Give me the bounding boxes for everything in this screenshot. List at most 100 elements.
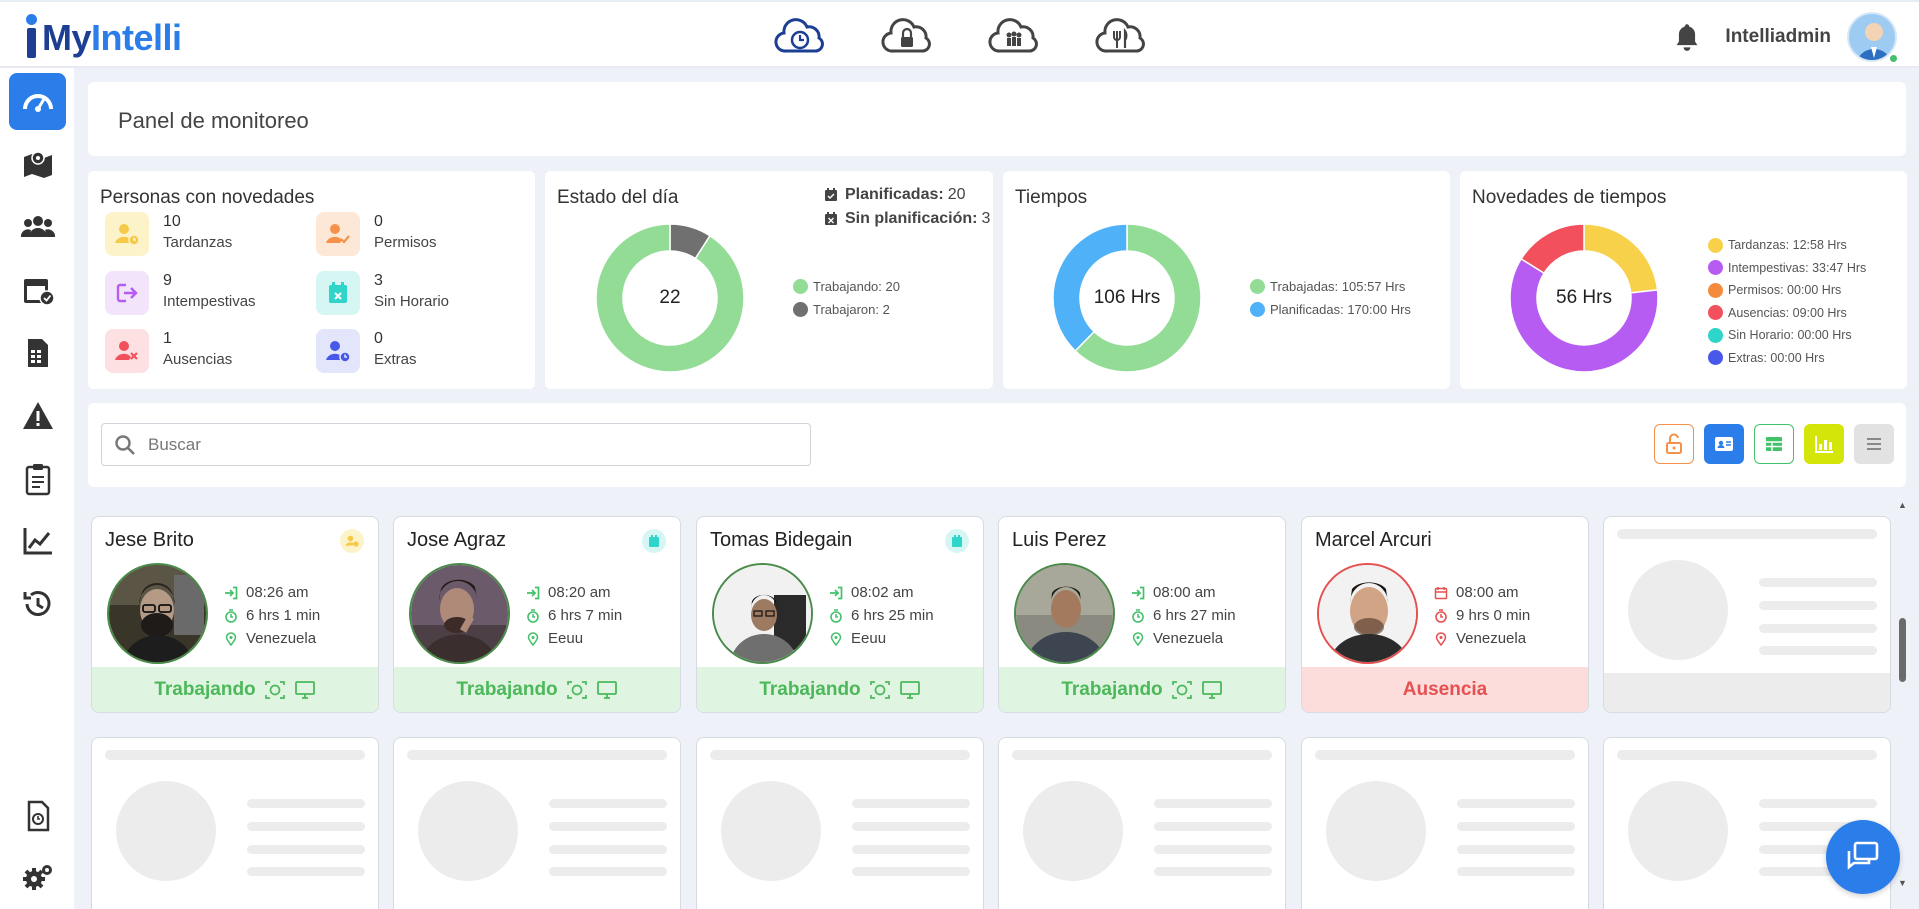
employee-details: 08:00 am 9 hrs 0 min Venezuela bbox=[1434, 581, 1530, 650]
estado-slice-1[interactable] bbox=[595, 223, 745, 373]
sidebar-item-documents[interactable] bbox=[9, 787, 66, 844]
sidebar-item-tasks[interactable] bbox=[9, 450, 66, 507]
sidebar-item-schedule[interactable] bbox=[9, 261, 66, 318]
sidebar-item-analytics[interactable] bbox=[9, 512, 66, 569]
chat-button[interactable] bbox=[1826, 820, 1900, 894]
estado-legend: Trabajando: 20 Trabajaron: 2 bbox=[793, 275, 900, 321]
search-panel bbox=[88, 403, 1906, 487]
novedades-slice-1[interactable] bbox=[1509, 257, 1659, 373]
duration-row: 6 hrs 7 min bbox=[526, 604, 622, 627]
unlock-button[interactable] bbox=[1654, 424, 1694, 464]
checkin-row: 08:20 am bbox=[526, 581, 622, 604]
legend-item: Sin Horario: 00:00 Hrs bbox=[1708, 324, 1866, 347]
estado-dia-card: Estado del día Planificadas: 20 Sin plani… bbox=[545, 171, 993, 389]
user-area: Intelliadmin bbox=[1673, 12, 1897, 62]
sidebar-item-users[interactable] bbox=[9, 198, 66, 255]
novedades-legend: Tardanzas: 12:58 Hrs Intempestivas: 33:4… bbox=[1708, 234, 1866, 369]
tiempos-slice-0[interactable] bbox=[1074, 223, 1202, 373]
loading-card-placeholder bbox=[998, 737, 1286, 909]
tiempos-card: Tiempos 106 Hrs Trabajadas: 105:57 Hrs P… bbox=[1003, 171, 1450, 389]
search-input[interactable] bbox=[148, 434, 788, 455]
sidebar-item-alerts[interactable] bbox=[9, 387, 66, 444]
novedad-count: 1 bbox=[163, 330, 172, 347]
checkin-row: 08:00 am bbox=[1131, 581, 1236, 604]
sidebar-item-dashboard[interactable] bbox=[9, 73, 66, 130]
legend-item: Tardanzas: 12:58 Hrs bbox=[1708, 234, 1866, 257]
bell-icon[interactable] bbox=[1673, 22, 1701, 52]
cloud-meal-icon[interactable] bbox=[1095, 18, 1147, 56]
legend-item: Extras: 00:00 Hrs bbox=[1708, 347, 1866, 370]
monitor-icon bbox=[294, 680, 315, 699]
app-logo[interactable]: MyIntelli bbox=[24, 12, 182, 58]
monitor-icon bbox=[899, 680, 920, 699]
employee-name: Tomas Bidegain bbox=[710, 529, 853, 551]
table-view-button[interactable] bbox=[1754, 424, 1794, 464]
cloud-clock-icon[interactable] bbox=[774, 18, 826, 56]
scroll-up-arrow-icon[interactable]: ▲ bbox=[1898, 500, 1907, 510]
novedades-slice-3[interactable] bbox=[1520, 223, 1585, 275]
duration-row: 6 hrs 27 min bbox=[1131, 604, 1236, 627]
top-bar: MyIntelli Intelliadmin bbox=[0, 0, 1919, 66]
user-clock-icon bbox=[345, 535, 359, 547]
duration-row: 6 hrs 25 min bbox=[829, 604, 934, 627]
novedad-tardanzas[interactable]: 10 Tardanzas bbox=[105, 212, 232, 256]
tiempos-slice-1[interactable] bbox=[1052, 223, 1128, 352]
novedad-sin-horario[interactable]: 3 Sin Horario bbox=[316, 271, 449, 315]
list-view-button[interactable] bbox=[1854, 424, 1894, 464]
employee-card[interactable]: Luis Perez 08:00 am 6 hrs 27 min Venezue… bbox=[998, 516, 1286, 713]
loading-card-placeholder bbox=[1603, 516, 1891, 713]
card-view-button[interactable] bbox=[1704, 424, 1744, 464]
legend-item: Trabajaron: 2 bbox=[793, 298, 900, 321]
sidebar-item-reports[interactable] bbox=[9, 324, 66, 381]
duration-row: 9 hrs 0 min bbox=[1434, 604, 1530, 627]
sidebar-item-map[interactable] bbox=[9, 135, 66, 192]
sidebar-item-settings[interactable] bbox=[9, 848, 66, 905]
plan-info: Planificadas: 20 Sin planificación: 3 bbox=[824, 183, 990, 231]
sign-in-icon bbox=[1132, 586, 1145, 599]
search-icon bbox=[115, 434, 135, 455]
personas-novedades-card: Personas con novedades 10 Tardanzas 0 Perm… bbox=[88, 171, 535, 389]
stopwatch-icon bbox=[1435, 608, 1447, 623]
novedad-count: 0 bbox=[374, 213, 383, 230]
loading-card-placeholder bbox=[91, 737, 379, 909]
novedad-extras[interactable]: 0 Extras bbox=[316, 329, 417, 373]
legend-item: Ausencias: 09:00 Hrs bbox=[1708, 302, 1866, 325]
legend-item: Permisos: 00:00 Hrs bbox=[1708, 279, 1866, 302]
sign-in-icon bbox=[527, 586, 540, 599]
novedad-permisos[interactable]: 0 Permisos bbox=[316, 212, 437, 256]
employee-card[interactable]: Tomas Bidegain 08:02 am 6 hrs 25 min Eeu… bbox=[696, 516, 984, 713]
schedule-badge bbox=[945, 529, 969, 553]
schedule-row: 08:00 am bbox=[1434, 581, 1530, 604]
search-box[interactable] bbox=[101, 423, 811, 466]
loading-card-placeholder bbox=[393, 737, 681, 909]
novedad-intempestivas[interactable]: 9 Intempestivas bbox=[105, 271, 256, 315]
scrollbar[interactable]: ▲ ▼ bbox=[1896, 500, 1908, 899]
employee-details: 08:02 am 6 hrs 25 min Eeuu bbox=[829, 581, 934, 650]
face-scan-icon bbox=[264, 680, 285, 699]
legend-item: Planificadas: 170:00 Hrs bbox=[1250, 298, 1411, 321]
scroll-thumb[interactable] bbox=[1899, 618, 1906, 682]
novedades-donut-center: 56 Hrs bbox=[1556, 287, 1612, 308]
cloud-group-icon[interactable] bbox=[988, 18, 1040, 56]
employee-card[interactable]: Marcel Arcuri 08:00 am 9 hrs 0 min Venez… bbox=[1301, 516, 1589, 713]
users-icon bbox=[20, 215, 55, 237]
employee-card[interactable]: Jese Brito 08:26 am 6 hrs 1 min Venezuel… bbox=[91, 516, 379, 713]
employee-card[interactable]: Jose Agraz 08:20 am 6 hrs 7 min Eeuu Tra… bbox=[393, 516, 681, 713]
sidebar-item-history[interactable] bbox=[9, 575, 66, 632]
page-title: Panel de monitoreo bbox=[118, 108, 309, 133]
location-pin-icon bbox=[225, 631, 237, 646]
chart-view-button[interactable] bbox=[1804, 424, 1844, 464]
calendar-icon bbox=[1434, 586, 1448, 599]
employee-status: Ausencia bbox=[1302, 667, 1588, 712]
loading-card-placeholder bbox=[1603, 737, 1891, 909]
employee-status: Trabajando bbox=[394, 667, 680, 712]
stopwatch-icon bbox=[1132, 608, 1144, 623]
sidebar bbox=[0, 68, 74, 909]
face-scan-icon bbox=[1171, 680, 1192, 699]
cloud-lock-icon[interactable] bbox=[881, 18, 933, 56]
user-check-icon bbox=[326, 224, 350, 244]
scroll-down-arrow-icon[interactable]: ▼ bbox=[1898, 878, 1907, 888]
novedad-ausencias[interactable]: 1 Ausencias bbox=[105, 329, 232, 373]
employee-details: 08:00 am 6 hrs 27 min Venezuela bbox=[1131, 581, 1236, 650]
username[interactable]: Intelliadmin bbox=[1725, 26, 1831, 47]
